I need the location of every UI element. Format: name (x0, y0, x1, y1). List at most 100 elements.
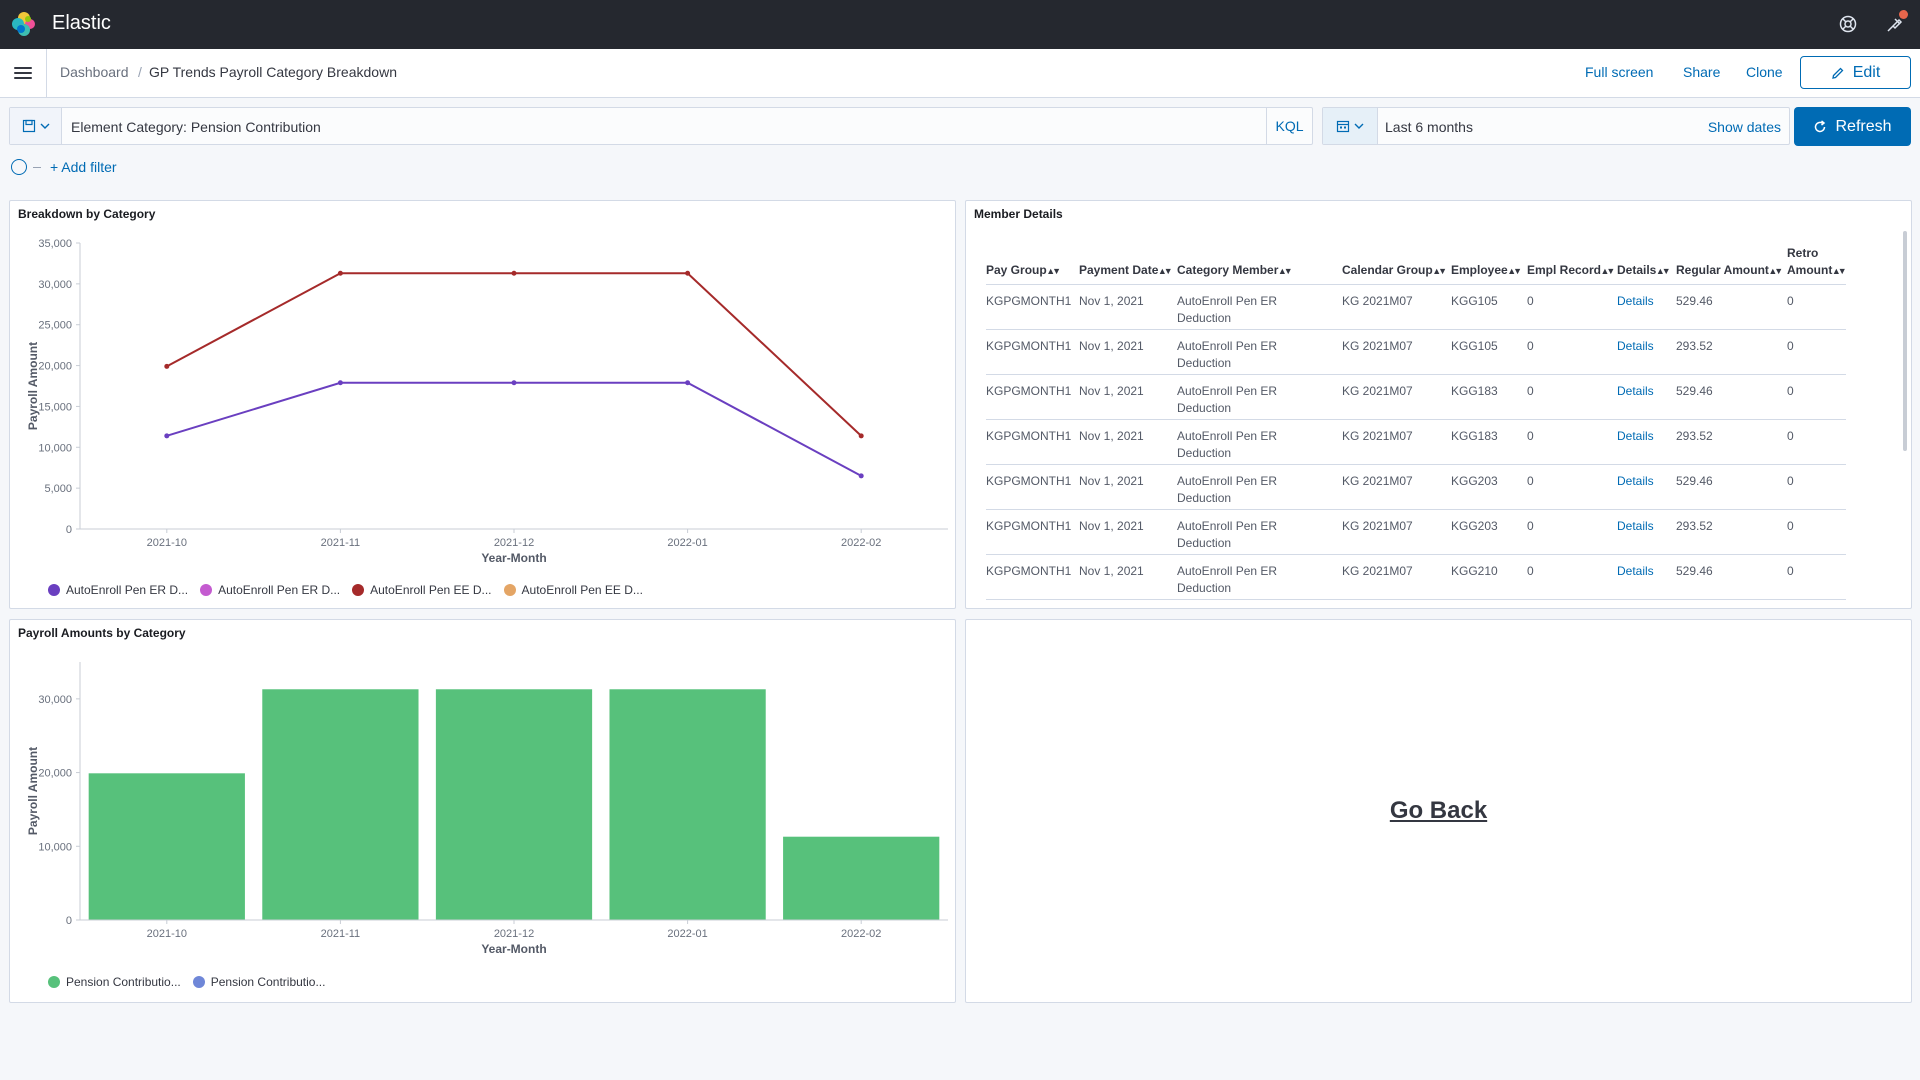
bar-chart-panel: Payroll Amounts by Category 0 10,000 20,00… (9, 619, 956, 1003)
divider (33, 166, 41, 168)
legend-item[interactable]: Pension Contributio... (48, 975, 181, 989)
legend-item[interactable]: Pension Contributio... (192, 975, 325, 989)
menu-toggle-button[interactable] (14, 64, 32, 82)
breadcrumb-dashboard[interactable]: Dashboard (60, 64, 129, 80)
date-picker[interactable]: Last 6 months Show dates (1322, 107, 1790, 145)
bar-chart: 0 10,000 20,000 30,000 2021-10 2021-11 2021-12… (26, 662, 948, 956)
y-tick-label: 0 (66, 915, 72, 927)
x-tick-label: 2022-02 (841, 928, 881, 940)
chevron-down-icon (40, 123, 49, 129)
column-header[interactable]: Regular Amount ▲▼ (1676, 245, 1787, 285)
show-dates-link[interactable]: Show dates (1707, 119, 1781, 135)
clone-link[interactable]: Clone (1746, 64, 1783, 80)
panel-title: Payroll Amounts by Category (18, 626, 186, 640)
kql-toggle-button[interactable]: KQL (1266, 108, 1312, 144)
column-header[interactable]: Empl Record ▲▼ (1527, 245, 1617, 285)
table-cell: KG 2021M07 (1342, 329, 1451, 375)
table-cell: AutoEnroll Pen ER Deduction (1177, 554, 1342, 600)
table-cell: 293.52 (1676, 419, 1787, 465)
table-cell: Details (1617, 284, 1676, 330)
column-header[interactable]: Pay Group ▲▼ (986, 245, 1079, 285)
edit-button[interactable]: Edit (1800, 56, 1911, 89)
sort-icon[interactable]: ▲▼ (1832, 266, 1846, 276)
legend-item[interactable]: AutoEnroll Pen ER D... (48, 583, 188, 597)
table-row: KGPGMONTH1 Nov 1, 2021 AutoEnroll Pen ER D… (986, 419, 1846, 465)
y-tick-label: 10,000 (38, 442, 72, 454)
column-header[interactable]: Details ▲▼ (1617, 245, 1676, 285)
pencil-icon (1831, 67, 1844, 79)
column-header[interactable]: Payment Date ▲▼ (1079, 245, 1177, 285)
details-link[interactable]: Details (1617, 294, 1654, 308)
table-cell: KGG210 (1451, 554, 1527, 600)
y-axis-title: Payroll Amount (26, 342, 40, 430)
sort-icon[interactable]: ▲▼ (1507, 266, 1522, 276)
query-input[interactable]: Element Category: Pension Contribution K… (9, 107, 1313, 145)
table-cell: 0 (1787, 329, 1846, 375)
refresh-button[interactable]: Refresh (1794, 107, 1911, 146)
full-screen-link[interactable]: Full screen (1585, 64, 1654, 80)
column-header-label: Pay Group (986, 263, 1047, 277)
details-link[interactable]: Details (1617, 384, 1654, 398)
brand-name: Elastic (52, 12, 111, 34)
sort-icon[interactable]: ▲▼ (1046, 266, 1061, 276)
y-tick-label: 5,000 (44, 483, 72, 495)
share-link[interactable]: Share (1683, 64, 1721, 80)
quick-menu-button[interactable] (1323, 108, 1378, 144)
x-axis-title: Year-Month (481, 551, 546, 565)
save-icon (22, 119, 35, 133)
scrollbar[interactable] (1903, 231, 1907, 451)
table-cell: KG 2021M07 (1342, 554, 1451, 600)
details-link[interactable]: Details (1617, 474, 1654, 488)
go-back-link[interactable]: Go Back (1389, 797, 1488, 824)
breadcrumb-current: GP Trends Payroll Category Breakdown (149, 64, 397, 80)
legend-item[interactable]: AutoEnroll Pen EE D... (352, 583, 492, 597)
sort-icon[interactable]: ▲▼ (1158, 266, 1173, 276)
table-cell: KGG203 (1451, 464, 1527, 510)
x-tick-label: 2021-12 (494, 537, 534, 549)
table-cell: KG 2021M07 (1342, 374, 1451, 420)
sort-icon[interactable]: ▲▼ (1768, 266, 1783, 276)
member-table-wrapper: Pay Group ▲▼ Payment Date ▲▼ Category Memb… (986, 245, 1846, 601)
legend-item[interactable]: AutoEnroll Pen ER D... (200, 583, 340, 597)
data-point (511, 270, 517, 276)
bar (783, 836, 940, 920)
table-cell: Nov 1, 2021 (1079, 329, 1177, 375)
sort-icon[interactable]: ▲▼ (1432, 266, 1447, 276)
details-link[interactable]: Details (1617, 429, 1654, 443)
column-header[interactable]: Calendar Group ▲▼ (1342, 245, 1451, 285)
table-cell: 529.46 (1676, 464, 1787, 510)
column-header[interactable]: Retro Amount ▲▼ (1787, 245, 1846, 285)
saved-query-button[interactable] (10, 108, 62, 144)
table-cell: KGG183 (1451, 374, 1527, 420)
newsfeed-icon[interactable] (1885, 10, 1908, 34)
sort-icon[interactable]: ▲▼ (1601, 266, 1616, 276)
legend-item[interactable]: AutoEnroll Pen EE D... (503, 583, 643, 597)
details-link[interactable]: Details (1617, 339, 1654, 353)
table-cell: KGPGMONTH1 (986, 464, 1079, 510)
y-tick-label: 10,000 (38, 841, 72, 853)
table-cell: AutoEnroll Pen ER Deduction (1177, 464, 1342, 510)
time-range-label: Last 6 months (1385, 119, 1473, 135)
data-point (337, 270, 343, 276)
details-link[interactable]: Details (1617, 519, 1654, 533)
help-icon[interactable] (1838, 14, 1858, 34)
panel-title: Breakdown by Category (18, 207, 156, 221)
add-filter-button[interactable]: + Add filter (50, 159, 117, 175)
refresh-label: Refresh (1835, 117, 1892, 135)
table-cell: 0 (1527, 419, 1617, 465)
filter-bar: + Add filter (11, 157, 117, 177)
elastic-logo-icon[interactable] (11, 11, 37, 37)
column-header-label: Payment Date (1079, 263, 1159, 277)
column-header[interactable]: Category Member ▲▼ (1177, 245, 1342, 285)
details-link[interactable]: Details (1617, 564, 1654, 578)
sort-icon[interactable]: ▲▼ (1278, 266, 1293, 276)
sort-icon[interactable]: ▲▼ (1656, 266, 1671, 276)
table-row: KGPGMONTH1 Nov 1, 2021 AutoEnroll Pen ER D… (986, 509, 1846, 555)
table-cell: KG 2021M07 (1342, 464, 1451, 510)
filter-options-icon[interactable] (11, 159, 27, 175)
legend-swatch (48, 976, 60, 988)
y-axis-title: Payroll Amount (26, 747, 40, 835)
table-cell: 0 (1527, 464, 1617, 510)
column-header[interactable]: Employee ▲▼ (1451, 245, 1527, 285)
query-text[interactable]: Element Category: Pension Contribution (71, 119, 321, 135)
